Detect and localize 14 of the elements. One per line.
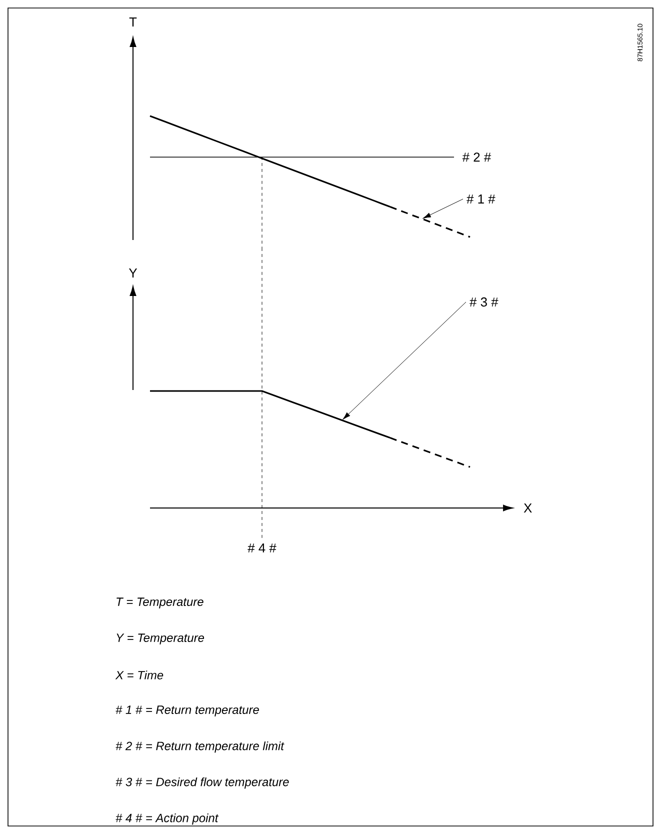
y-axis-title: T: [129, 18, 137, 26]
annotation: # 1 #: [466, 194, 496, 204]
text: # 3 # = Desired flow temperature: [116, 777, 289, 789]
series-label: # 2 #: [462, 152, 492, 162]
text: Y = Temperature: [116, 634, 204, 644]
text: # 2 # = Return temperature limit: [116, 741, 284, 753]
text: # 3 #: [470, 297, 498, 307]
text: # 4 #: [248, 544, 276, 552]
text: # 4 # = Action point: [116, 813, 219, 825]
text: T = Temperature: [116, 598, 204, 608]
x-axis-title: X: [524, 504, 532, 512]
y-axis-title: Y: [128, 268, 138, 278]
text: X = Time: [115, 670, 164, 680]
text: # 1 # = Return temperature: [116, 706, 259, 716]
